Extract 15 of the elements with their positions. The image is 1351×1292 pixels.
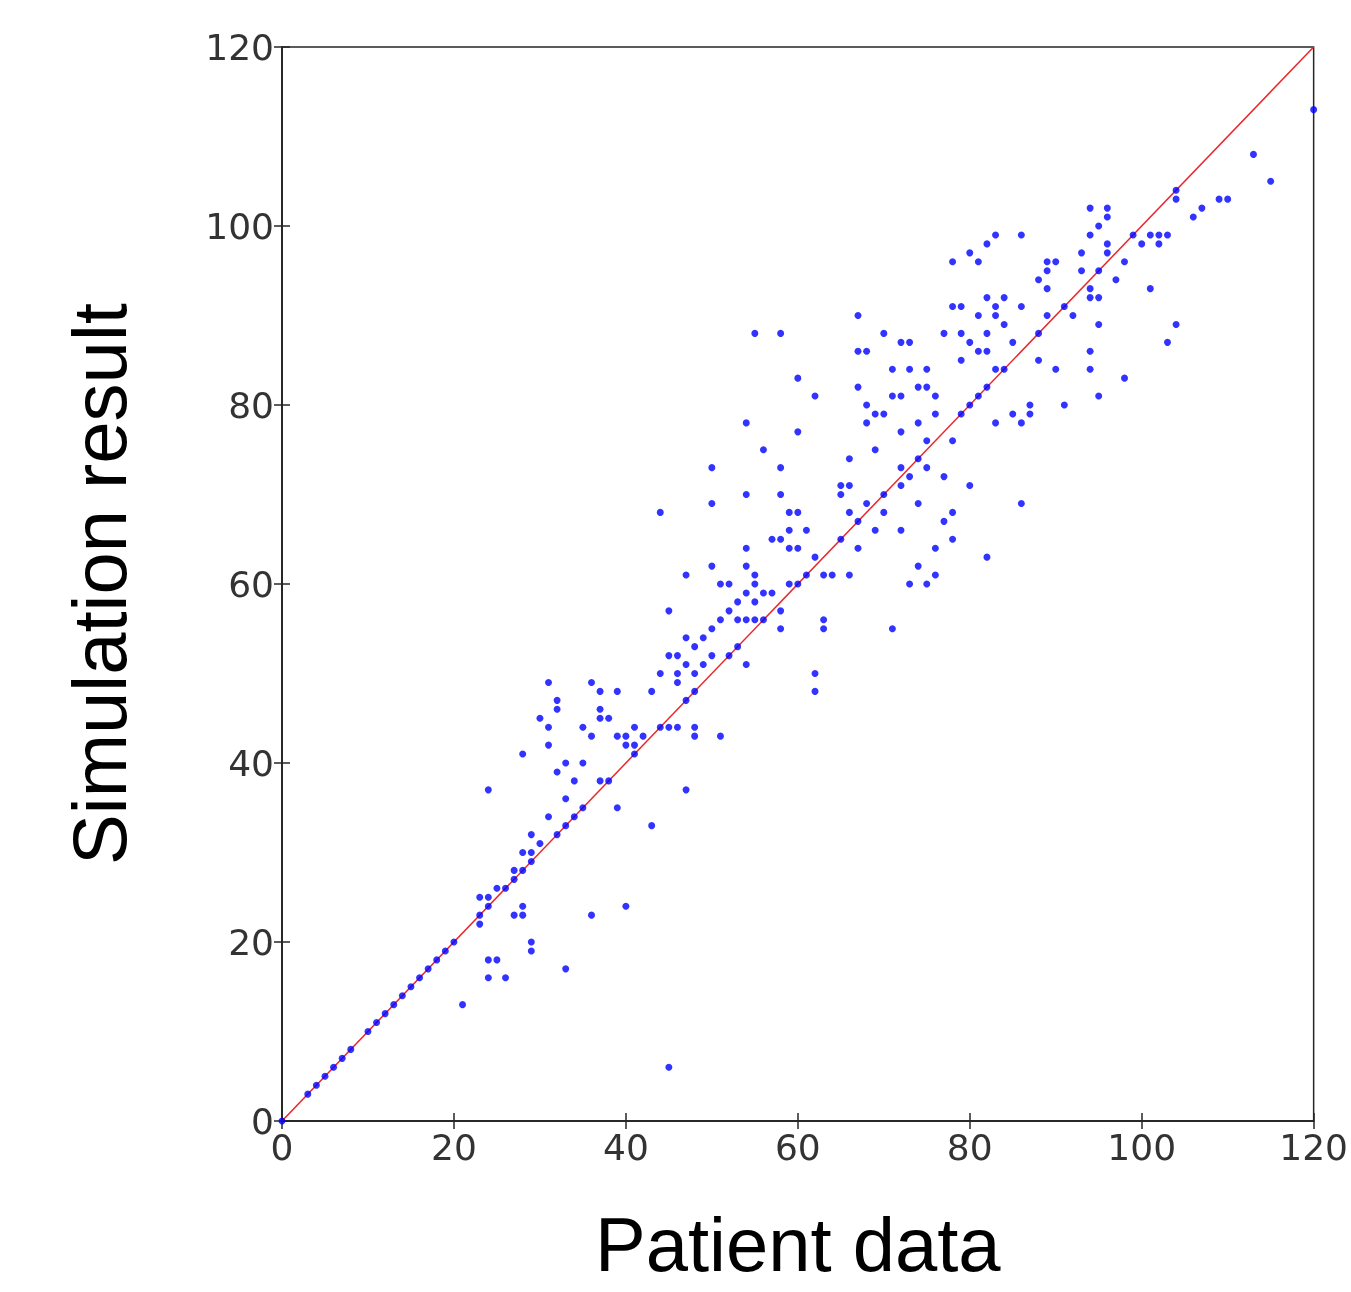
y-tick-label: 20 [228, 921, 274, 963]
x-tick-label: 100 [1107, 1126, 1177, 1168]
x-tick-label: 120 [1279, 1126, 1348, 1168]
y-tick-label: 0 [251, 1100, 274, 1142]
y-axis-title: Simulation result [56, 303, 142, 865]
x-tick-label: 60 [774, 1126, 821, 1168]
y-tick-label: 120 [205, 26, 274, 68]
y-tick-label: 60 [228, 563, 274, 605]
y-tick-label: 80 [228, 384, 274, 426]
x-axis-title: Patient data [594, 1201, 1002, 1287]
y-tick-label: 40 [228, 742, 274, 784]
x-tick-label: 40 [602, 1126, 649, 1168]
x-tick-label: 20 [431, 1126, 477, 1168]
x-tick-label: 80 [946, 1126, 993, 1168]
y-tick-label: 100 [205, 205, 274, 247]
